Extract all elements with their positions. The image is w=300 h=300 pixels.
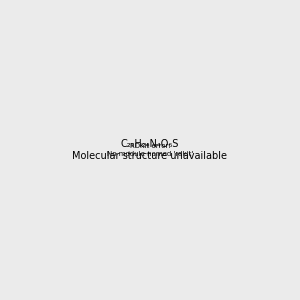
Text: C₂₅H₂₄N₄O₆S
Molecular structure unavailable: C₂₅H₂₄N₄O₆S Molecular structure unavaila… bbox=[73, 139, 227, 161]
Text: RDKit error:
No module named 'rdkit': RDKit error: No module named 'rdkit' bbox=[107, 143, 193, 157]
